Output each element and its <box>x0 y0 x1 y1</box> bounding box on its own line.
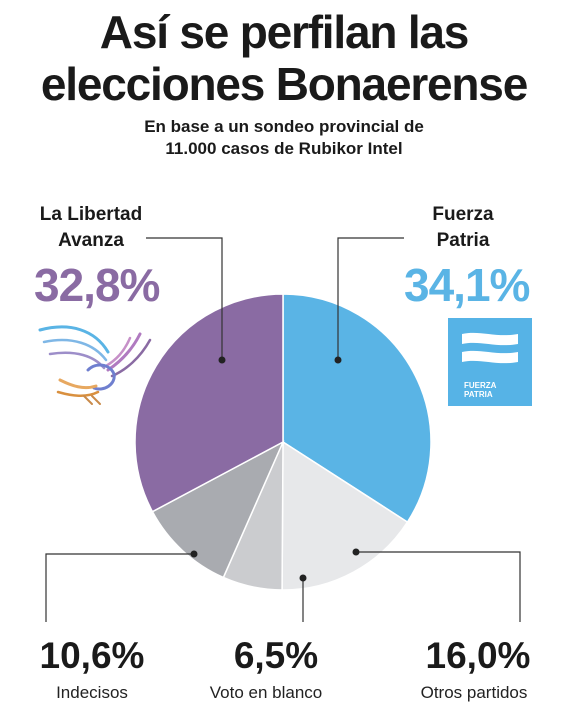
subtitle-line-1: En base a un sondeo provincial de <box>144 117 424 136</box>
otros-percentage: 16,0% <box>425 635 531 676</box>
chart-subtitle: En base a un sondeo provincial de 11.000… <box>0 116 568 160</box>
title-line-1: Así se perfilan las <box>99 6 470 58</box>
blanco-percentage: 6,5% <box>233 635 319 676</box>
fp-name-line-1: Fuerza <box>432 204 494 225</box>
leader-dot-lla <box>218 356 226 364</box>
blanco-label: Voto en blanco <box>209 683 323 702</box>
lla-name-line-2: Avanza <box>58 230 124 251</box>
lla-name-line-1: La Libertad <box>39 204 143 225</box>
indecisos-label: Indecisos <box>56 683 128 702</box>
fp-name: Fuerza Patria <box>408 202 518 254</box>
flag-stripes-icon <box>462 332 518 364</box>
fp-logo-text-line-1: FUERZA <box>464 381 497 390</box>
leader-line-fp <box>337 237 404 358</box>
leader-dot-otros <box>352 548 360 556</box>
leader-dot-fp <box>334 356 342 364</box>
fp-logo-text-line-2: PATRIA <box>464 390 493 399</box>
lla-name: La Libertad Avanza <box>28 202 154 254</box>
chart-title: Así se perfilan las elecciones Bonaerens… <box>0 6 568 110</box>
pie-slices <box>134 293 432 591</box>
otros-label: Otros partidos <box>420 683 528 702</box>
leader-line-indecisos <box>45 553 194 622</box>
title-line-2: elecciones Bonaerense <box>40 58 528 110</box>
subtitle-line-2: 11.000 casos de Rubikor Intel <box>165 139 403 158</box>
pie-slice-otros-partidos <box>281 440 409 591</box>
pie-slice-indecisos <box>151 440 285 579</box>
pie-slice-la-libertad-avanza <box>134 293 284 513</box>
indecisos-percentage: 10,6% <box>39 635 145 676</box>
fp-name-line-2: Patria <box>436 230 490 251</box>
eagle-icon <box>38 325 152 405</box>
leader-line-lla <box>146 237 223 358</box>
leader-dot-indecisos <box>190 550 198 558</box>
lla-percentage: 32,8% <box>34 259 160 311</box>
fp-percentage: 34,1% <box>404 259 530 311</box>
leader-line-otros <box>356 551 521 622</box>
leader-dot-blanco <box>299 574 307 582</box>
